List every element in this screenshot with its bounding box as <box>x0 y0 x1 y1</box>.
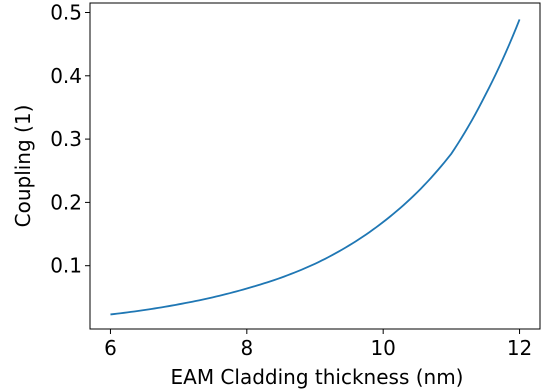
series-line <box>110 19 521 316</box>
series-layer <box>110 19 521 316</box>
x-tick-label: 10 <box>370 336 395 360</box>
x-axis-label: EAM Cladding thickness (nm) <box>171 365 464 389</box>
plot-area-border <box>89 2 541 330</box>
y-tick-label: 0.3 <box>50 127 82 151</box>
x-axis-ticks: 6 8 10 12 <box>104 329 532 360</box>
y-tick-label: 0.2 <box>50 190 82 214</box>
y-axis-label: Coupling (1) <box>11 105 35 228</box>
x-tick-label: 12 <box>507 336 532 360</box>
y-axis-ticks: 0.1 0.2 0.3 0.4 0.5 <box>50 0 90 278</box>
y-tick-label: 0.1 <box>50 254 82 278</box>
x-tick-label: 6 <box>104 336 117 360</box>
x-tick-label: 8 <box>240 336 253 360</box>
plot-frame <box>89 2 541 330</box>
y-tick-label: 0.4 <box>50 64 82 88</box>
y-tick-label: 0.5 <box>50 0 82 24</box>
